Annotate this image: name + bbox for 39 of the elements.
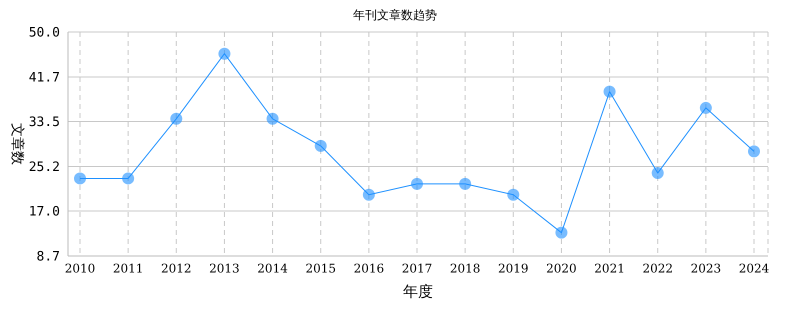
x-tick-label: 2023 xyxy=(690,262,722,276)
point xyxy=(411,178,423,190)
y-tick-label: 50.0 xyxy=(28,26,60,41)
point xyxy=(362,188,375,201)
point xyxy=(459,178,472,190)
x-tick-label: 2022 xyxy=(642,262,673,276)
x-tick-label: 2016 xyxy=(354,262,384,276)
point xyxy=(700,102,712,114)
y-tick-label: 17.0 xyxy=(28,204,60,220)
x-tick-label: 2017 xyxy=(402,262,432,276)
point xyxy=(170,112,182,125)
x-tick-label: 2021 xyxy=(594,262,625,276)
point xyxy=(604,86,616,98)
y-axis-title: 文章数 xyxy=(9,123,26,165)
point xyxy=(74,172,86,184)
x-tick-label: 2012 xyxy=(161,262,192,276)
x-tick-label: 2011 xyxy=(112,262,144,276)
point xyxy=(555,226,568,239)
point xyxy=(122,172,134,184)
y-tick-label: 25.2 xyxy=(28,160,60,176)
point xyxy=(266,112,279,125)
x-tick-label: 2013 xyxy=(209,262,240,276)
y-tick-label: 41.7 xyxy=(28,70,60,86)
x-tick-label: 2019 xyxy=(498,262,529,276)
x-axis-title: 年度 xyxy=(403,282,433,301)
x-tick-label: 2024 xyxy=(738,262,770,276)
chart-title: 年刊文章数趋势 xyxy=(352,8,438,22)
point xyxy=(314,140,327,152)
x-tick-label: 2020 xyxy=(546,262,577,276)
x-tick-label: 2014 xyxy=(257,262,288,276)
x-tick-label: 2015 xyxy=(305,262,336,276)
y-tick-label: 33.5 xyxy=(28,115,60,130)
x-tick-label: 2018 xyxy=(450,262,480,276)
point xyxy=(218,48,230,60)
y-tick-label: 8.7 xyxy=(36,250,60,265)
x-tick-label: 2010 xyxy=(64,262,96,276)
point xyxy=(507,188,520,201)
point xyxy=(652,167,664,180)
point xyxy=(748,145,760,158)
